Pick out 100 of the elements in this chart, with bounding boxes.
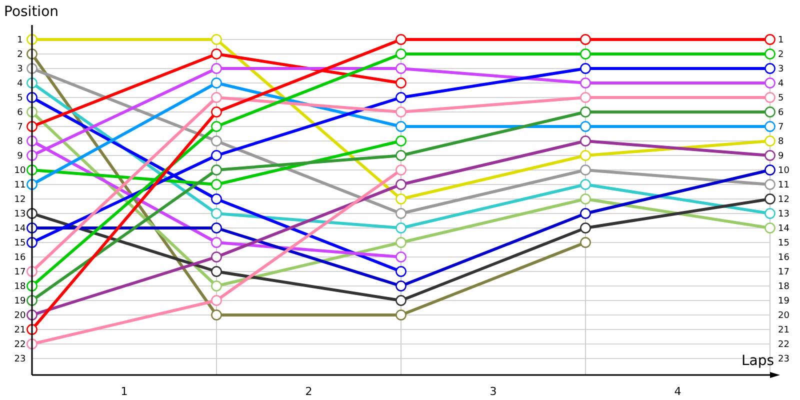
y-tick-label: 11 xyxy=(14,180,26,191)
point xyxy=(211,194,222,204)
y-tick-label: 21 xyxy=(14,326,26,336)
point xyxy=(396,136,406,146)
point xyxy=(764,164,776,176)
point xyxy=(580,164,591,176)
y2-tick-label: 14 xyxy=(778,224,790,234)
y-tick-label: 15 xyxy=(14,238,26,249)
point xyxy=(211,34,222,45)
y-tick-label: 18 xyxy=(14,282,26,292)
point xyxy=(764,48,776,60)
point xyxy=(211,150,222,161)
point xyxy=(580,34,591,45)
point xyxy=(211,78,222,88)
point xyxy=(396,34,406,45)
y-tick-label: 20 xyxy=(14,311,26,322)
y2-tick-label: 11 xyxy=(778,180,790,191)
point xyxy=(764,222,776,234)
y2-tick-label: 4 xyxy=(778,79,784,90)
point xyxy=(580,106,591,118)
y-tick-label: 9 xyxy=(17,152,24,162)
y-tick-label: 6 xyxy=(17,108,24,118)
y-tick-label: 3 xyxy=(17,64,23,75)
y-tick-label: 13 xyxy=(14,210,26,220)
y2-tick-label: 3 xyxy=(778,64,784,75)
point xyxy=(211,136,222,146)
point xyxy=(396,280,406,292)
point xyxy=(580,150,591,161)
point xyxy=(396,48,406,60)
point xyxy=(396,164,406,176)
y2-tick-label: 1 xyxy=(778,36,784,46)
point xyxy=(396,150,406,161)
point xyxy=(764,63,776,74)
point xyxy=(211,252,222,262)
point xyxy=(211,121,222,132)
y-tick-label: 5 xyxy=(17,94,23,104)
point xyxy=(396,92,406,103)
y-tick-label: 23 xyxy=(14,354,26,365)
point xyxy=(396,179,406,190)
y2-tick-label: 16 xyxy=(778,253,790,264)
y-tick-label: 19 xyxy=(14,296,26,307)
point xyxy=(396,252,406,262)
point xyxy=(580,179,591,190)
y2-tick-label: 5 xyxy=(778,94,784,104)
point xyxy=(764,136,776,146)
point xyxy=(211,48,222,60)
y-tick-label: 8 xyxy=(17,137,24,148)
point xyxy=(580,208,591,219)
point xyxy=(580,194,591,204)
point xyxy=(396,208,406,219)
y-tick-label: 10 xyxy=(14,166,26,176)
point xyxy=(580,78,591,88)
point xyxy=(580,136,591,146)
y-tick-label: 14 xyxy=(14,224,26,234)
y2-tick-label: 10 xyxy=(778,166,790,176)
point xyxy=(211,295,222,306)
y2-tick-label: 23 xyxy=(778,354,790,365)
point xyxy=(396,194,406,204)
point xyxy=(211,106,222,118)
x-tick-label: 4 xyxy=(674,385,682,398)
point xyxy=(764,34,776,45)
point xyxy=(764,208,776,219)
y2-tick-label: 20 xyxy=(778,311,790,322)
y2-tick-label: 2 xyxy=(778,50,784,60)
point xyxy=(580,121,591,132)
y-tick-label: 17 xyxy=(14,268,26,278)
x-tick-label: 3 xyxy=(490,385,497,398)
point xyxy=(211,310,222,320)
point xyxy=(211,179,222,190)
point xyxy=(764,121,776,132)
point xyxy=(580,48,591,60)
x-axis-title: Laps xyxy=(741,353,774,369)
y-tick-label: 1 xyxy=(17,36,23,46)
x-tick-label: 2 xyxy=(305,385,312,398)
point xyxy=(580,92,591,103)
point xyxy=(211,63,222,74)
point xyxy=(764,106,776,118)
y-tick-label: 7 xyxy=(17,122,23,133)
point xyxy=(764,92,776,103)
point xyxy=(396,295,406,306)
y-axis-title: Position xyxy=(4,4,59,20)
y2-tick-label: 21 xyxy=(778,326,790,336)
y-tick-label: 4 xyxy=(17,79,24,90)
y2-tick-label: 12 xyxy=(778,195,790,206)
point xyxy=(396,63,406,74)
y2-tick-label: 15 xyxy=(778,238,790,249)
point xyxy=(211,208,222,219)
point xyxy=(396,78,406,88)
point xyxy=(580,237,591,248)
point xyxy=(396,310,406,320)
y-tick-label: 12 xyxy=(14,195,26,206)
point xyxy=(396,266,406,277)
y2-tick-label: 7 xyxy=(778,122,784,133)
point xyxy=(764,78,776,88)
point xyxy=(764,194,776,204)
point xyxy=(764,179,776,190)
y2-tick-label: 22 xyxy=(778,340,790,350)
y-tick-label: 22 xyxy=(14,340,26,350)
point xyxy=(580,63,591,74)
y2-tick-label: 6 xyxy=(778,108,784,118)
